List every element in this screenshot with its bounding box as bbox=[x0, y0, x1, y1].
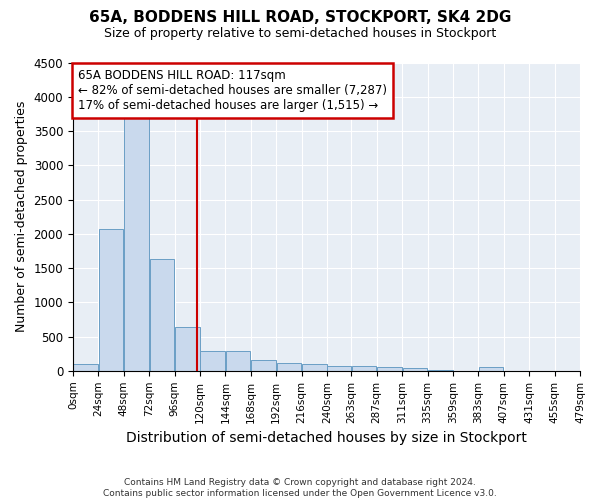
Bar bbox=[428, 370, 452, 371]
Bar bbox=[124, 114, 149, 371]
Text: 65A BODDENS HILL ROAD: 117sqm
← 82% of semi-detached houses are smaller (7,287)
: 65A BODDENS HILL ROAD: 117sqm ← 82% of s… bbox=[78, 68, 387, 112]
Bar bbox=[149, 260, 174, 371]
Bar bbox=[479, 367, 503, 371]
Bar bbox=[352, 366, 376, 371]
Bar bbox=[328, 366, 351, 371]
Bar bbox=[99, 228, 123, 371]
Bar bbox=[175, 328, 200, 371]
Bar bbox=[73, 364, 98, 371]
Text: Size of property relative to semi-detached houses in Stockport: Size of property relative to semi-detach… bbox=[104, 28, 496, 40]
Text: 65A, BODDENS HILL ROAD, STOCKPORT, SK4 2DG: 65A, BODDENS HILL ROAD, STOCKPORT, SK4 2… bbox=[89, 10, 511, 25]
Bar bbox=[200, 351, 225, 371]
Bar bbox=[403, 368, 427, 371]
Bar bbox=[377, 368, 402, 371]
X-axis label: Distribution of semi-detached houses by size in Stockport: Distribution of semi-detached houses by … bbox=[126, 431, 527, 445]
Bar bbox=[302, 364, 326, 371]
Y-axis label: Number of semi-detached properties: Number of semi-detached properties bbox=[15, 101, 28, 332]
Bar bbox=[251, 360, 276, 371]
Bar bbox=[226, 350, 250, 371]
Text: Contains HM Land Registry data © Crown copyright and database right 2024.
Contai: Contains HM Land Registry data © Crown c… bbox=[103, 478, 497, 498]
Bar bbox=[277, 362, 301, 371]
